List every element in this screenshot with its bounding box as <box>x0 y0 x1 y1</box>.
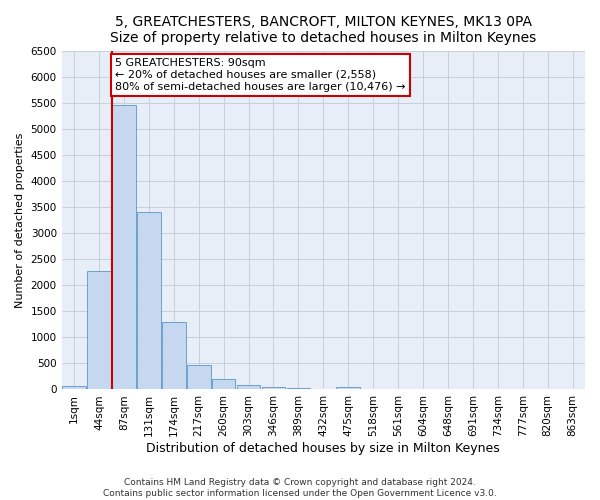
Title: 5, GREATCHESTERS, BANCROFT, MILTON KEYNES, MK13 0PA
Size of property relative to: 5, GREATCHESTERS, BANCROFT, MILTON KEYNE… <box>110 15 536 45</box>
Bar <box>237 385 260 390</box>
Bar <box>337 387 360 390</box>
Bar <box>87 270 111 390</box>
Bar <box>162 322 185 390</box>
Bar <box>112 106 136 390</box>
X-axis label: Distribution of detached houses by size in Milton Keynes: Distribution of detached houses by size … <box>146 442 500 455</box>
Bar <box>137 212 161 390</box>
Bar <box>212 379 235 390</box>
Bar <box>287 388 310 390</box>
Text: 5 GREATCHESTERS: 90sqm
← 20% of detached houses are smaller (2,558)
80% of semi-: 5 GREATCHESTERS: 90sqm ← 20% of detached… <box>115 58 406 92</box>
Bar <box>262 387 286 390</box>
Y-axis label: Number of detached properties: Number of detached properties <box>15 132 25 308</box>
Bar <box>62 386 86 390</box>
Bar <box>187 364 211 390</box>
Text: Contains HM Land Registry data © Crown copyright and database right 2024.
Contai: Contains HM Land Registry data © Crown c… <box>103 478 497 498</box>
